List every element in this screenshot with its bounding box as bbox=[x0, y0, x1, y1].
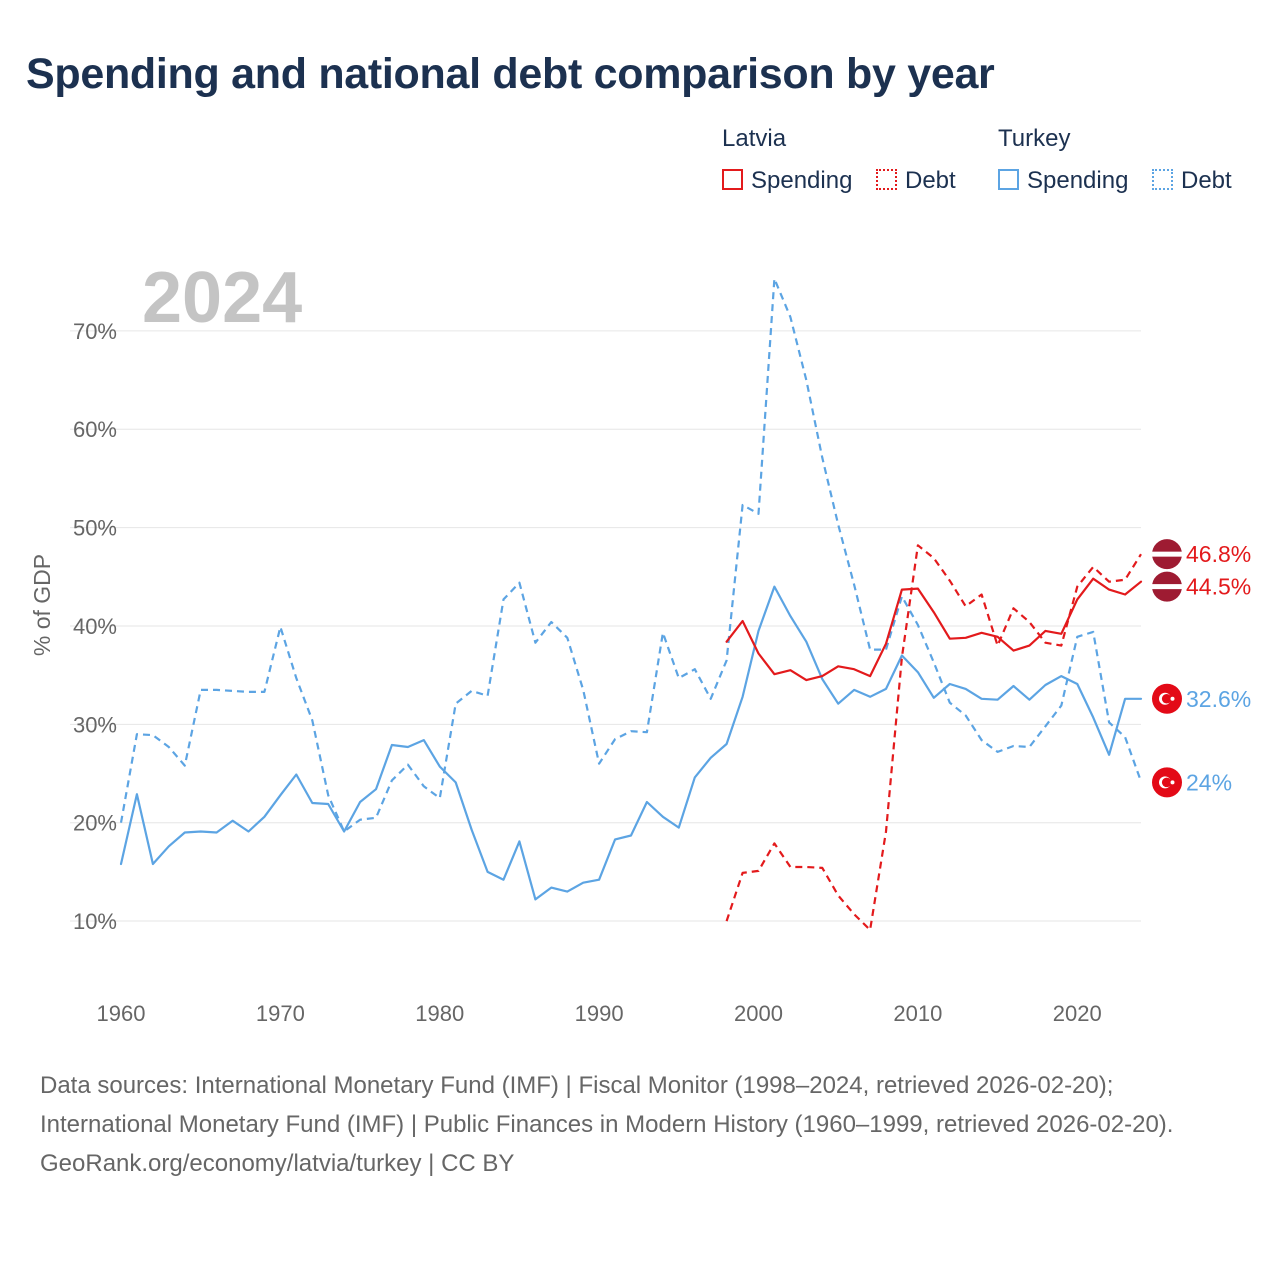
legend-label: Spending bbox=[1027, 167, 1129, 194]
legend-swatch-dotted-blue bbox=[1152, 169, 1173, 190]
turkey-flag-icon bbox=[1152, 767, 1182, 798]
y-tick-label: 50% bbox=[73, 516, 117, 541]
end-value-label: 24% bbox=[1186, 769, 1232, 795]
legend-country-latvia: Latvia bbox=[722, 125, 787, 152]
legend-swatch-solid-blue bbox=[998, 169, 1019, 190]
end-value-label: 32.6% bbox=[1186, 686, 1251, 712]
y-tick-label: 10% bbox=[73, 909, 117, 934]
x-tick-label: 2020 bbox=[1053, 1001, 1102, 1026]
data-sources: Data sources: International Monetary Fun… bbox=[40, 1072, 1174, 1138]
line-chart: 2024 % of GDP 10% 20% 30% 40% 50% 60% 70% 1960… bbox=[29, 258, 1251, 1026]
x-tick-label: 2000 bbox=[734, 1001, 783, 1026]
y-tick-label: 40% bbox=[73, 614, 117, 639]
latvia-flag-icon bbox=[1152, 539, 1182, 570]
end-labels: 46.8% 44.5% 32.6% 24% bbox=[1152, 539, 1251, 798]
end-label-latvia: 44.5% bbox=[1152, 571, 1251, 602]
legend-item-latvia-debt[interactable]: Debt bbox=[876, 167, 956, 195]
end-label-turkey: 24% bbox=[1152, 767, 1232, 798]
legend-swatch-solid-red bbox=[722, 169, 743, 190]
y-axis: 10% 20% 30% 40% 50% 60% 70% bbox=[73, 319, 117, 934]
series-latvia-spending bbox=[725, 577, 1143, 682]
turkey-flag-icon bbox=[1152, 683, 1182, 714]
legend: Latvia Spending Debt Turkey Spending Deb… bbox=[722, 125, 1262, 205]
year-watermark: 2024 bbox=[142, 258, 302, 338]
series-turkey-spending bbox=[119, 585, 1143, 901]
y-tick-label: 20% bbox=[73, 811, 117, 836]
legend-item-turkey-debt[interactable]: Debt bbox=[1152, 167, 1232, 195]
end-value-label: 46.8% bbox=[1186, 541, 1251, 567]
x-tick-label: 2010 bbox=[893, 1001, 942, 1026]
legend-label: Debt bbox=[905, 167, 956, 194]
y-tick-label: 60% bbox=[73, 417, 117, 442]
x-tick-label: 1960 bbox=[97, 1001, 146, 1026]
legend-item-latvia-spending[interactable]: Spending bbox=[722, 167, 852, 195]
end-label-latvia: 46.8% bbox=[1152, 539, 1251, 570]
end-label-turkey: 32.6% bbox=[1152, 683, 1251, 714]
x-tick-label: 1990 bbox=[575, 1001, 624, 1026]
gridlines bbox=[70, 330, 1141, 922]
y-tick-label: 30% bbox=[73, 712, 117, 737]
legend-label: Debt bbox=[1181, 167, 1232, 194]
y-tick-label: 70% bbox=[73, 319, 117, 344]
x-tick-label: 1970 bbox=[256, 1001, 305, 1026]
footer: Data sources: International Monetary Fun… bbox=[40, 1066, 1240, 1183]
legend-item-turkey-spending[interactable]: Spending bbox=[998, 167, 1128, 195]
credit-link[interactable]: GeoRank.org/economy/latvia/turkey | CC B… bbox=[40, 1150, 515, 1177]
legend-country-turkey: Turkey bbox=[998, 125, 1071, 152]
series-lines bbox=[119, 277, 1143, 932]
y-axis-label: % of GDP bbox=[29, 554, 55, 656]
end-value-label: 44.5% bbox=[1186, 574, 1251, 600]
legend-swatch-dotted-red bbox=[876, 169, 897, 190]
x-axis: 1960 1970 1980 1990 2000 2010 2020 bbox=[97, 1001, 1102, 1026]
series-latvia-debt bbox=[725, 544, 1142, 932]
legend-label: Spending bbox=[751, 167, 853, 194]
series-turkey-debt bbox=[119, 277, 1143, 833]
latvia-flag-icon bbox=[1152, 571, 1182, 602]
chart-title: Spending and national debt comparison by… bbox=[26, 50, 995, 98]
x-tick-label: 1980 bbox=[415, 1001, 464, 1026]
